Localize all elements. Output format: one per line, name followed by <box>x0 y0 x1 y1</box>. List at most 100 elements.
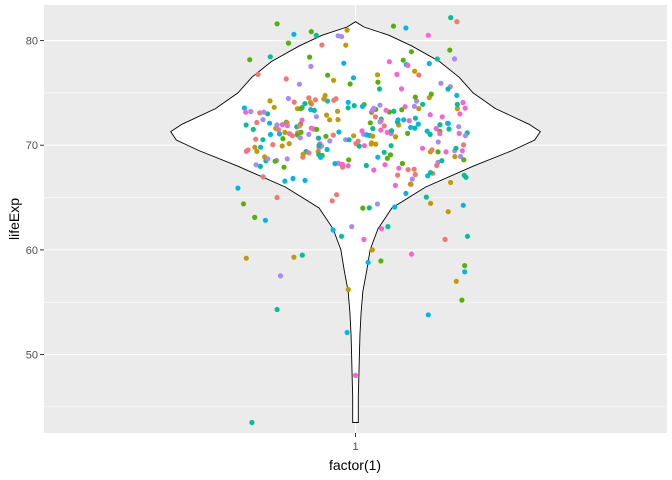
data-point <box>384 155 390 161</box>
data-point <box>392 134 399 140</box>
data-point <box>332 161 338 167</box>
data-point <box>426 60 432 67</box>
data-point <box>460 99 466 106</box>
data-point <box>378 258 384 264</box>
data-point <box>363 162 369 169</box>
data-point <box>425 32 431 38</box>
data-point <box>308 63 314 69</box>
data-point <box>448 179 454 186</box>
data-point <box>378 226 385 232</box>
data-point <box>412 125 418 131</box>
data-point <box>419 145 426 151</box>
data-point <box>459 148 465 154</box>
data-point <box>395 117 401 123</box>
data-point <box>302 177 308 183</box>
data-point <box>366 205 372 211</box>
data-point <box>400 57 406 63</box>
data-point <box>265 156 271 162</box>
data-point <box>289 133 295 139</box>
data-point <box>403 190 409 196</box>
data-point <box>369 247 375 253</box>
data-point <box>439 114 445 120</box>
data-point <box>313 32 319 38</box>
data-point <box>401 117 407 123</box>
data-point <box>395 172 401 178</box>
data-point <box>282 178 288 184</box>
data-point <box>254 119 260 126</box>
data-point <box>267 54 273 60</box>
data-point <box>318 154 324 160</box>
data-point <box>341 60 347 66</box>
data-point <box>252 144 258 150</box>
data-point <box>461 172 467 178</box>
data-point <box>252 214 258 220</box>
data-point <box>327 138 333 144</box>
data-point <box>381 149 387 155</box>
data-point <box>375 79 381 85</box>
data-point <box>378 127 384 133</box>
data-point <box>276 131 283 137</box>
data-point <box>274 122 280 128</box>
data-point <box>385 224 391 230</box>
data-point <box>452 154 458 160</box>
data-point <box>464 233 471 239</box>
data-point <box>459 297 465 303</box>
data-point <box>457 153 464 160</box>
data-point <box>407 181 413 187</box>
data-point <box>345 105 351 111</box>
data-point <box>456 124 462 130</box>
data-point <box>284 123 290 129</box>
data-point <box>437 131 443 137</box>
data-point <box>356 143 362 149</box>
data-point <box>405 167 411 173</box>
data-point <box>448 15 454 21</box>
data-point <box>408 49 414 55</box>
data-point <box>262 217 268 223</box>
data-point <box>408 251 415 257</box>
data-point <box>324 146 330 153</box>
data-point <box>460 142 467 148</box>
data-point <box>335 33 341 39</box>
data-point <box>324 112 330 118</box>
data-point <box>447 47 453 53</box>
data-point <box>344 27 350 33</box>
data-point <box>425 312 431 318</box>
data-point <box>285 40 292 46</box>
data-point <box>267 98 273 104</box>
data-point <box>257 110 263 116</box>
data-point <box>329 198 335 204</box>
data-point <box>308 29 314 35</box>
data-point <box>274 306 280 313</box>
data-point <box>306 131 312 137</box>
data-point <box>388 143 394 149</box>
data-point <box>352 372 359 378</box>
data-point <box>453 278 459 284</box>
data-point <box>361 143 367 149</box>
data-point <box>391 108 397 114</box>
data-point <box>313 114 319 120</box>
data-point <box>406 118 412 124</box>
data-point <box>249 419 255 426</box>
data-point <box>388 128 395 134</box>
data-point <box>274 21 280 27</box>
data-point <box>462 263 468 269</box>
data-point <box>331 77 337 83</box>
data-point <box>359 103 366 109</box>
data-point <box>282 129 288 135</box>
data-point <box>361 236 367 242</box>
y-tick-label: 60 <box>26 245 38 257</box>
data-point <box>283 76 289 82</box>
data-point <box>454 106 460 112</box>
data-point <box>383 107 389 113</box>
data-point <box>307 99 313 106</box>
data-point <box>241 105 247 111</box>
data-point <box>243 255 249 261</box>
data-point <box>350 75 357 81</box>
data-point <box>460 202 466 208</box>
data-point <box>336 129 342 135</box>
data-point <box>299 117 305 123</box>
data-point <box>235 185 241 191</box>
data-point <box>392 204 398 210</box>
data-point <box>280 136 286 142</box>
